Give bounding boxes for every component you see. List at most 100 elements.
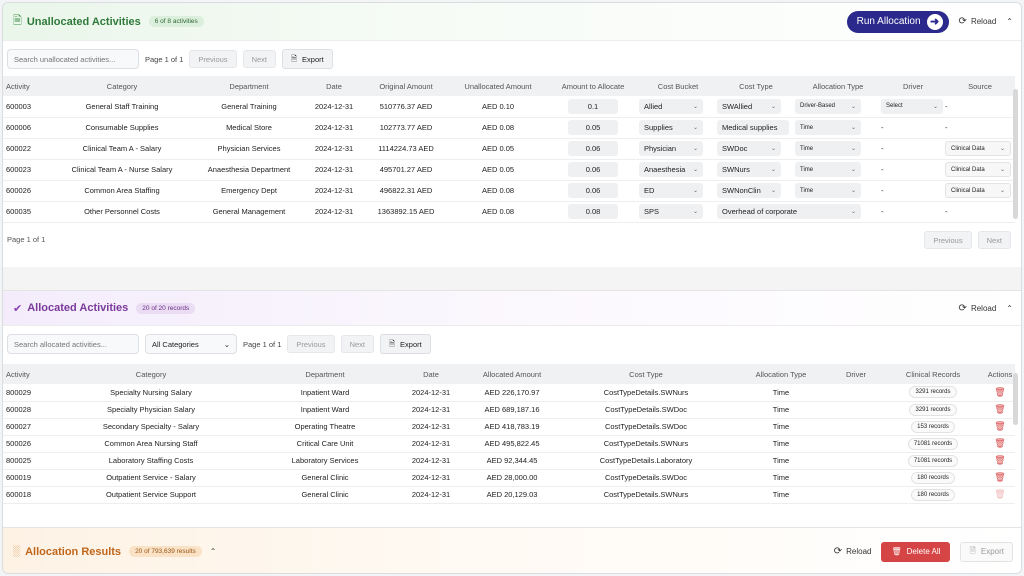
cost-bucket-select[interactable]: ED ⌄ [639,183,703,198]
category-filter-select[interactable]: All Categories ⌄ [145,334,237,354]
source-select[interactable]: Clinical Data ⌄ [945,183,1011,198]
cost-type-select[interactable]: Medical supplies [717,120,789,135]
allocated-title: Allocated Activities [27,302,129,314]
chevron-up-icon[interactable]: ⌃ [209,547,217,556]
department-cell: Laboratory Services [251,452,399,470]
unallocated-header-row: Activity Category Department Date Origin… [3,76,1015,96]
cost-bucket-select[interactable]: Allied ⌄ [639,98,703,114]
export-label: Export [400,339,422,349]
run-allocation-button[interactable]: Run Allocation ➜ [846,10,949,33]
unallocated-amount-cell: AED 0.10 [449,96,547,118]
allocation-type-select[interactable]: Time ⌄ [795,120,861,135]
col-allocated-amount: Allocated Amount [463,364,561,384]
chevron-down-icon: ⌄ [850,167,856,173]
allocated-amount-cell: AED 92,344.45 [463,452,561,470]
col-original-amount: Original Amount [363,76,449,96]
cost-bucket-select[interactable]: Anaesthesia ⌄ [639,162,703,177]
clinical-records-badge[interactable]: 71081 records [907,454,959,467]
chevron-up-icon[interactable]: ⌃ [1006,303,1013,313]
clinical-records-badge[interactable]: 180 records [911,488,955,501]
allocated-scrollbar[interactable] [1013,373,1018,425]
cost-type-select[interactable]: SWDoc ⌄ [717,141,781,156]
amount-to-allocate-input[interactable]: 0.06 [568,141,618,156]
date-cell: 2024-12-31 [399,384,463,402]
source-cell: - [945,96,1015,118]
cost-type-value: SWNonClin [722,186,761,195]
clinical-records-badge[interactable]: 71081 records [907,437,959,450]
date-cell: 2024-12-31 [305,96,363,118]
unallocated-export-button[interactable]: 🗎 Export [281,49,333,69]
amount-to-allocate-input[interactable]: 0.05 [568,120,618,135]
unallocated-reload-button[interactable]: ⟳ Reload [959,16,997,27]
cost-bucket-select[interactable]: Supplies ⌄ [639,120,703,135]
source-cell: - [945,117,1015,139]
results-reload-button[interactable]: ⟳ Reload [834,546,872,557]
clinical-records-badge[interactable]: 3291 records [909,386,957,399]
results-export-button[interactable]: 🗎 Export [960,541,1013,562]
trash-icon[interactable]: 🗑 [994,455,1006,465]
table-row: 800025 Laboratory Staffing Costs Laborat… [3,452,1015,470]
cost-bucket-value: Supplies [644,123,673,132]
unallocated-previous-button[interactable]: Previous [189,50,237,68]
unallocated-table: Activity Category Department Date Origin… [3,76,1015,223]
amount-to-allocate-input[interactable]: 0.06 [568,183,618,198]
unallocated-footer-previous-button[interactable]: Previous [924,231,972,249]
amount-to-allocate-input[interactable]: 0.06 [568,162,618,177]
chevron-down-icon: ⌄ [692,209,698,215]
clinical-records-badge[interactable]: 3291 records [909,403,957,416]
activity-cell: 600027 [3,418,51,436]
chevron-down-icon: ⌄ [850,209,856,215]
col-activity: Activity [3,364,51,384]
original-amount-cell: 510776.37 AED [363,96,449,118]
cost-bucket-select[interactable]: Physician ⌄ [639,141,703,156]
source-select[interactable]: Clinical Data ⌄ [945,141,1011,156]
allocation-type-select[interactable]: Driver-Based ⌄ [795,98,861,114]
clinical-records-badge[interactable]: 153 records [911,420,955,433]
trash-icon[interactable]: 🗑 [994,438,1006,448]
cost-type-cell: CostTypeDetails.Laboratory [561,452,731,470]
allocated-next-button[interactable]: Next [340,335,374,353]
trash-icon[interactable]: 🗑 [994,421,1006,431]
cost-bucket-select[interactable]: SPS ⌄ [639,204,703,219]
amount-to-allocate-input[interactable]: 0.08 [568,204,618,219]
chevron-up-icon[interactable]: ⌃ [1006,17,1013,26]
allocated-amount-cell: AED 495,822.45 [463,435,561,453]
cost-type-select[interactable]: SWNonClin ⌄ [717,183,781,198]
trash-icon[interactable]: 🗑 [994,386,1006,397]
cost-type-select[interactable]: SWAllied ⌄ [717,98,781,114]
unallocated-title: Unallocated Activities [26,15,141,28]
trash-icon[interactable]: 🗑 [994,489,1006,499]
unallocated-search-input[interactable] [7,49,139,69]
unallocated-next-button[interactable]: Next [242,50,276,68]
chevron-down-icon: ⌄ [999,146,1005,152]
driver-select[interactable]: Select ⌄ [881,98,943,114]
allocated-previous-button[interactable]: Previous [287,335,335,353]
allocation-type-value: Driver-Based [800,103,836,110]
cost-type-select[interactable]: Overhead of corporate ⌄ [717,204,861,219]
unallocated-scrollbar[interactable] [1013,89,1018,219]
cost-bucket-value: SPS [644,207,660,216]
allocated-reload-button[interactable]: ⟳ Reload [959,303,997,314]
allocation-type-select[interactable]: Time ⌄ [795,162,861,177]
category-filter-value: All Categories [152,339,199,349]
allocated-search-input[interactable] [7,334,139,354]
trash-icon[interactable]: 🗑 [994,472,1006,482]
chevron-down-icon: ⌄ [770,167,776,173]
amount-to-allocate-input[interactable]: 0.1 [568,98,618,114]
delete-all-button[interactable]: 🗑 Delete All [881,541,951,562]
col-unallocated-amount: Unallocated Amount [449,76,547,96]
clinical-records-badge[interactable]: 180 records [911,471,955,484]
date-cell: 2024-12-31 [305,180,363,202]
driver-value: Select [886,103,903,110]
trash-icon[interactable]: 🗑 [994,404,1006,414]
unallocated-footer-next-button[interactable]: Next [977,231,1011,249]
allocated-export-button[interactable]: 🗎 Export [379,334,431,354]
cost-type-select[interactable]: SWNurs ⌄ [717,162,781,177]
category-cell: Outpatient Service - Salary [51,469,251,487]
allocation-type-select[interactable]: Time ⌄ [795,183,861,198]
source-select[interactable]: Clinical Data ⌄ [945,162,1011,177]
cost-type-cell: CostTypeDetails.SWDoc [561,401,731,419]
allocation-type-select[interactable]: Time ⌄ [795,141,861,156]
col-cost-type: Cost Type [717,76,795,96]
